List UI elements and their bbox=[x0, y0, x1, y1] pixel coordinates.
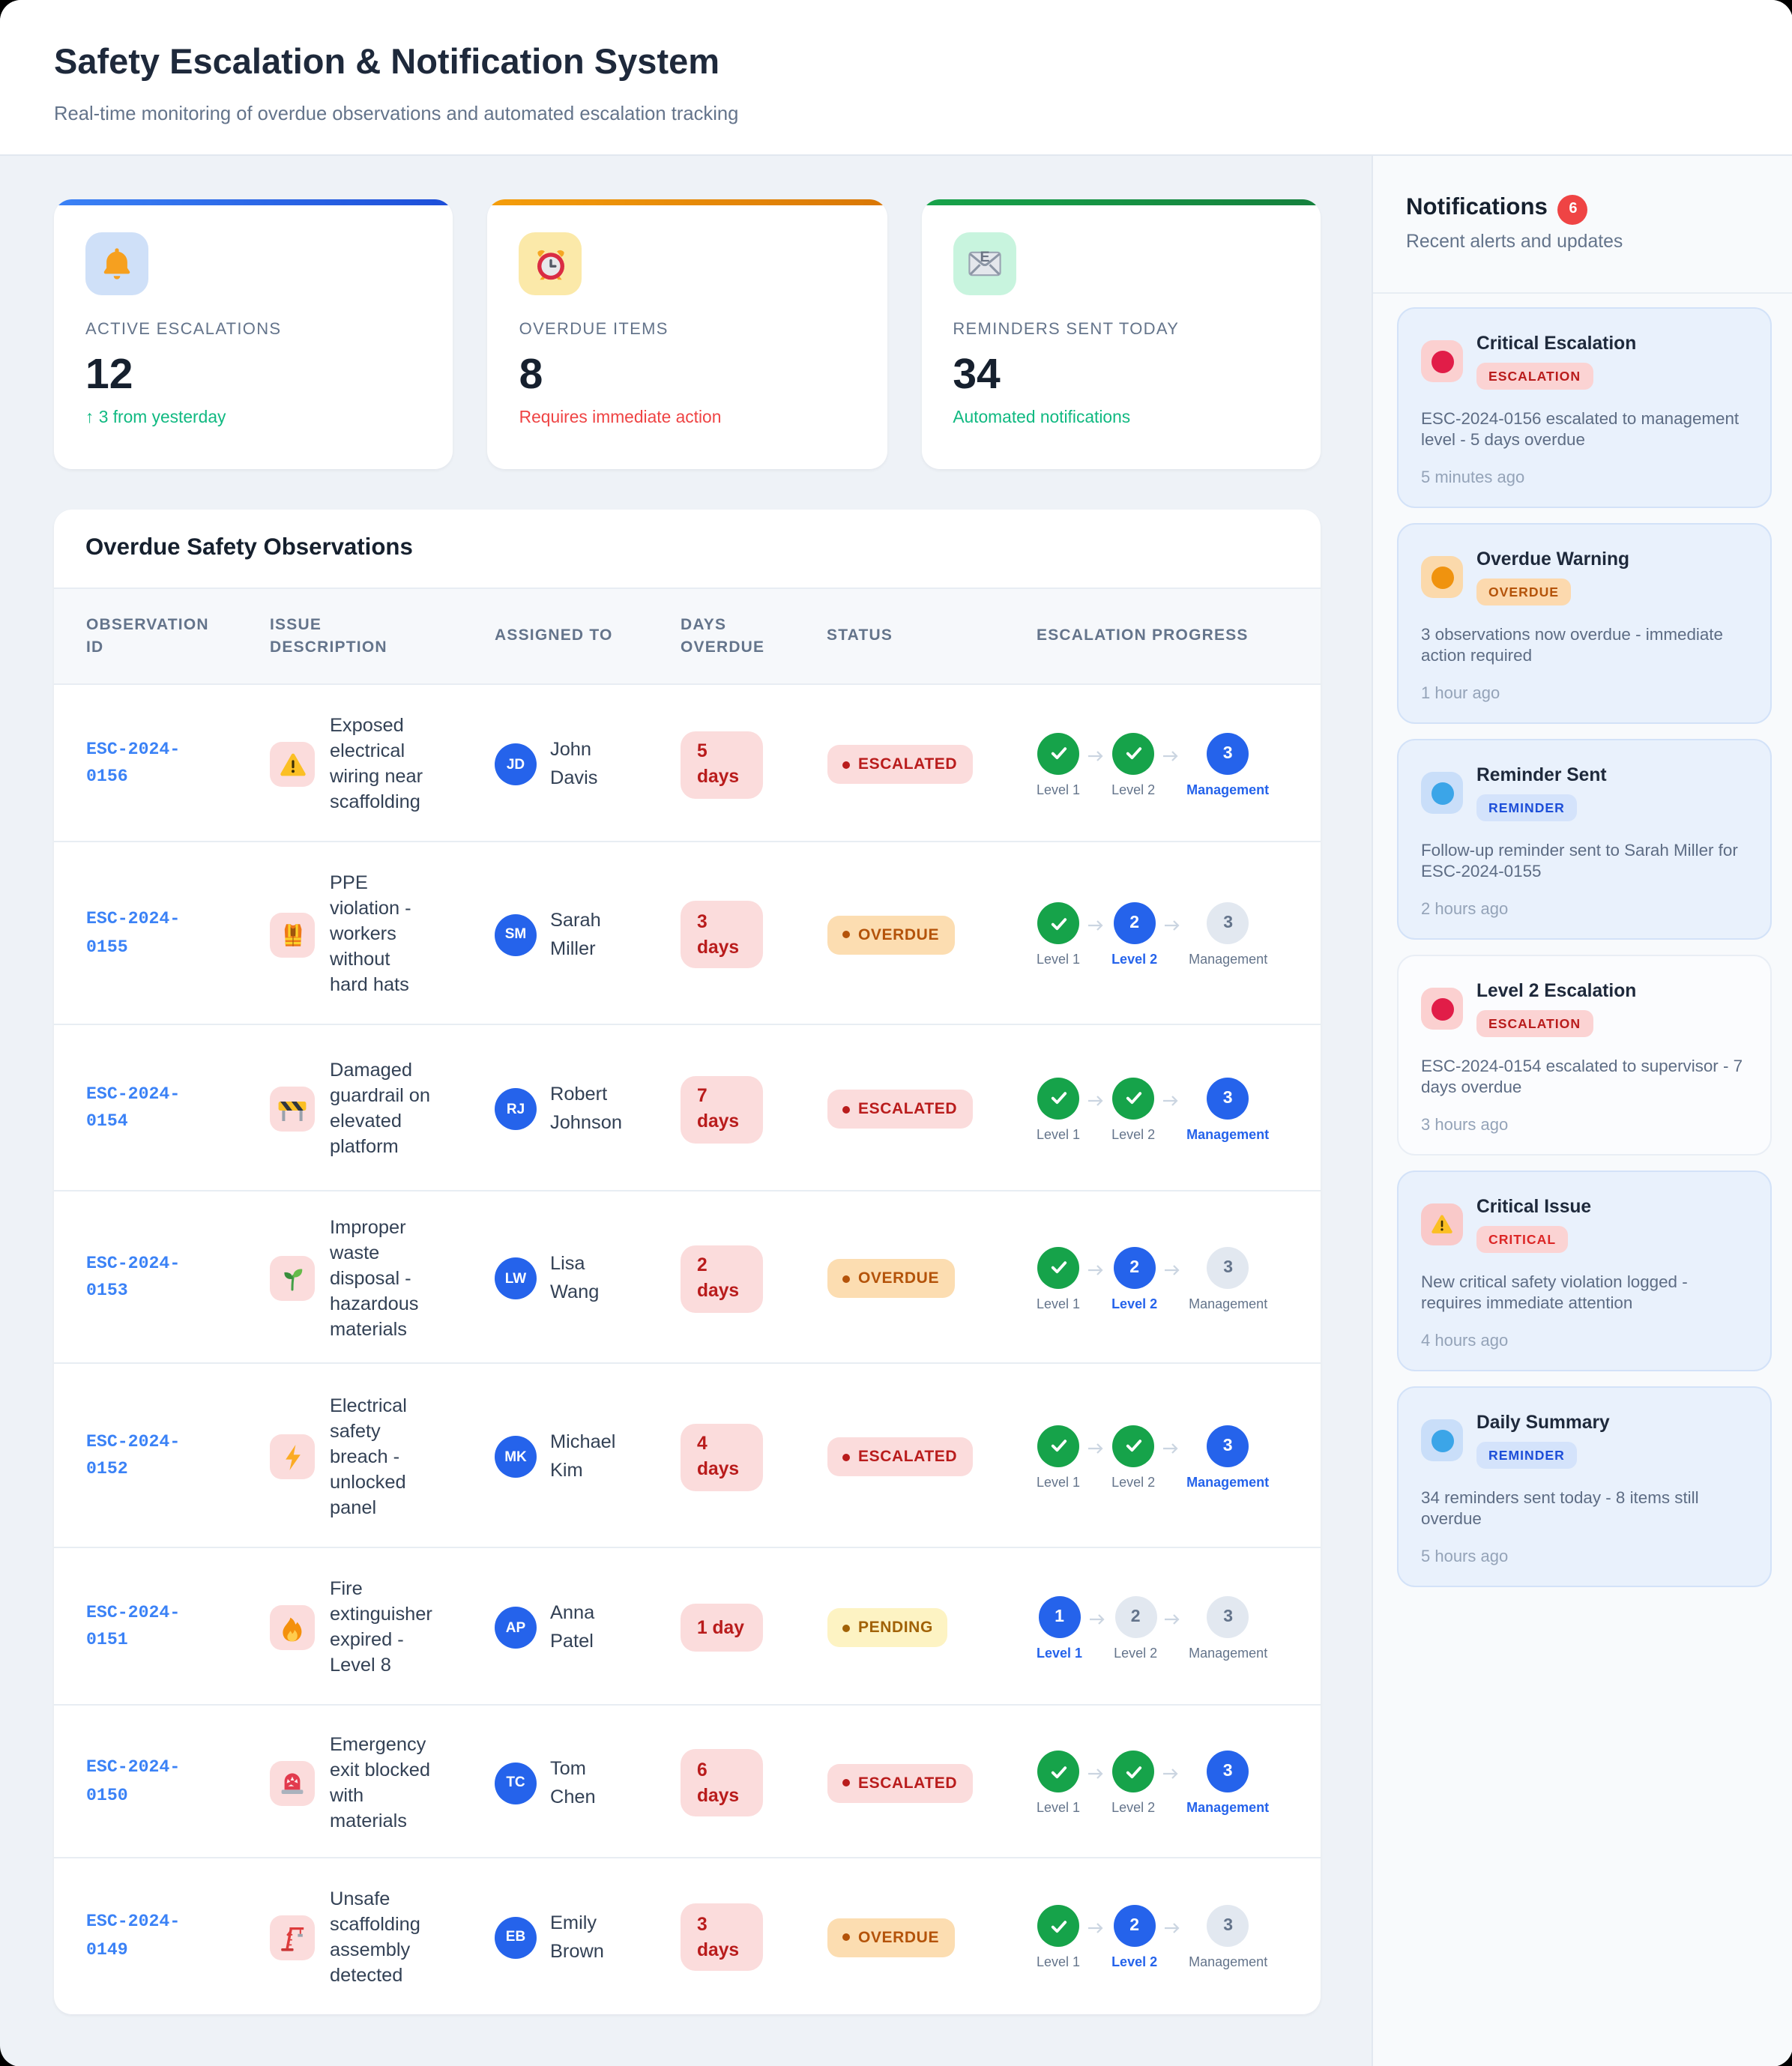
svg-text:E: E bbox=[980, 249, 989, 265]
